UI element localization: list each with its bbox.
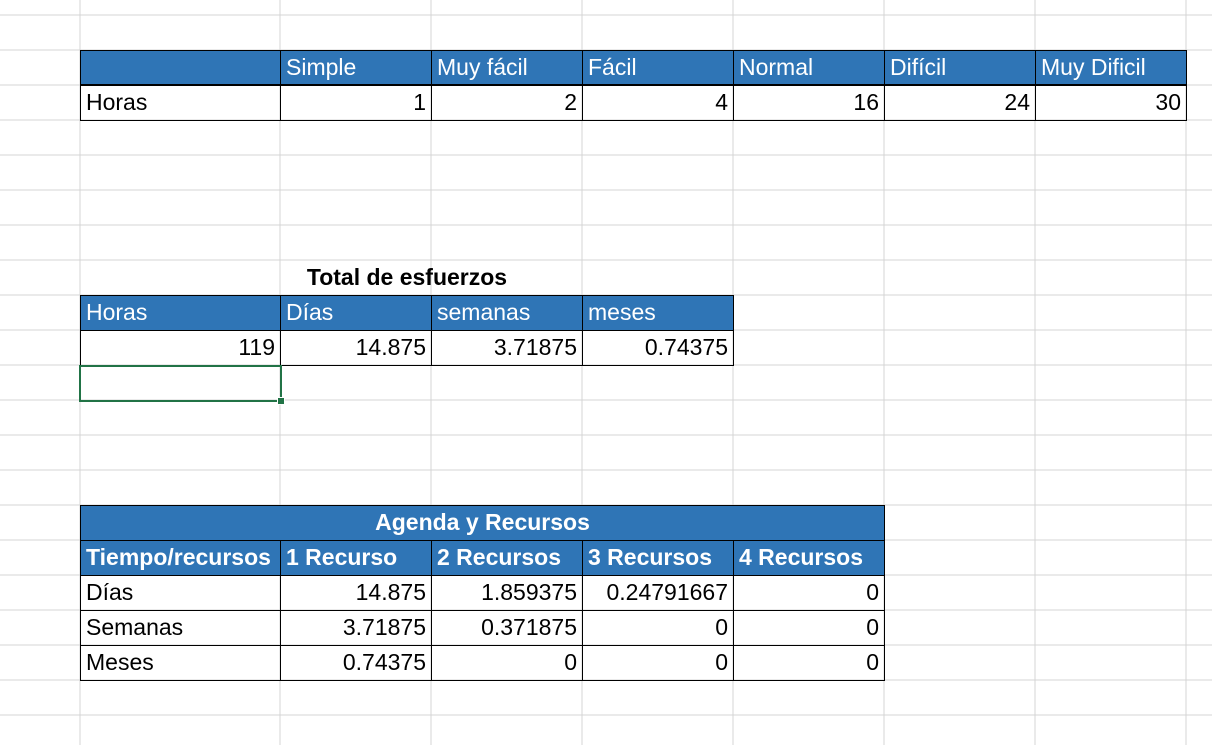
schedule-header-tiempo-recursos[interactable]: Tiempo/recursos (80, 540, 281, 576)
difficulty-header-muy-dificil[interactable]: Muy Dificil (1035, 50, 1187, 85)
schedule-dias-3[interactable]: 0.24791667 (582, 575, 734, 611)
schedule-meses-1[interactable]: 0.74375 (280, 645, 432, 681)
difficulty-header-dificil[interactable]: Difícil (884, 50, 1036, 85)
schedule-dias-2[interactable]: 1.859375 (431, 575, 583, 611)
difficulty-header-muy-facil[interactable]: Muy fácil (431, 50, 583, 85)
schedule-semanas-2[interactable]: 0.371875 (431, 610, 583, 646)
schedule-row-label-semanas[interactable]: Semanas (80, 610, 281, 646)
total-effort-title[interactable]: Total de esfuerzos (306, 264, 508, 290)
effort-value-horas[interactable]: 119 (80, 330, 281, 366)
schedule-dias-1[interactable]: 14.875 (280, 575, 432, 611)
fill-handle[interactable] (277, 397, 285, 405)
schedule-header-1-recurso[interactable]: 1 Recurso (280, 540, 432, 576)
difficulty-value-muy-facil[interactable]: 2 (431, 85, 583, 121)
difficulty-header-blank[interactable] (80, 50, 281, 85)
effort-value-dias[interactable]: 14.875 (280, 330, 432, 366)
difficulty-value-dificil[interactable]: 24 (884, 85, 1036, 121)
schedule-header-3-recursos[interactable]: 3 Recursos (582, 540, 734, 576)
selected-cell[interactable] (79, 365, 282, 402)
schedule-title[interactable]: Agenda y Recursos (80, 505, 885, 541)
effort-header-meses[interactable]: meses (582, 295, 734, 331)
difficulty-header-simple[interactable]: Simple (280, 50, 432, 85)
schedule-header-4-recursos[interactable]: 4 Recursos (733, 540, 885, 576)
schedule-meses-2[interactable]: 0 (431, 645, 583, 681)
schedule-semanas-1[interactable]: 3.71875 (280, 610, 432, 646)
schedule-meses-4[interactable]: 0 (733, 645, 885, 681)
difficulty-value-simple[interactable]: 1 (280, 85, 432, 121)
difficulty-header-normal[interactable]: Normal (733, 50, 885, 85)
schedule-row-label-meses[interactable]: Meses (80, 645, 281, 681)
difficulty-row-label[interactable]: Horas (80, 85, 281, 121)
difficulty-header-facil[interactable]: Fácil (582, 50, 734, 85)
schedule-header-2-recursos[interactable]: 2 Recursos (431, 540, 583, 576)
schedule-row-label-dias[interactable]: Días (80, 575, 281, 611)
schedule-semanas-3[interactable]: 0 (582, 610, 734, 646)
difficulty-value-normal[interactable]: 16 (733, 85, 885, 121)
difficulty-value-muy-dificil[interactable]: 30 (1035, 85, 1187, 121)
schedule-meses-3[interactable]: 0 (582, 645, 734, 681)
difficulty-value-facil[interactable]: 4 (582, 85, 734, 121)
effort-header-horas[interactable]: Horas (80, 295, 281, 331)
schedule-dias-4[interactable]: 0 (733, 575, 885, 611)
effort-value-semanas[interactable]: 3.71875 (431, 330, 583, 366)
effort-value-meses[interactable]: 0.74375 (582, 330, 734, 366)
effort-header-semanas[interactable]: semanas (431, 295, 583, 331)
schedule-semanas-4[interactable]: 0 (733, 610, 885, 646)
effort-header-dias[interactable]: Días (280, 295, 432, 331)
